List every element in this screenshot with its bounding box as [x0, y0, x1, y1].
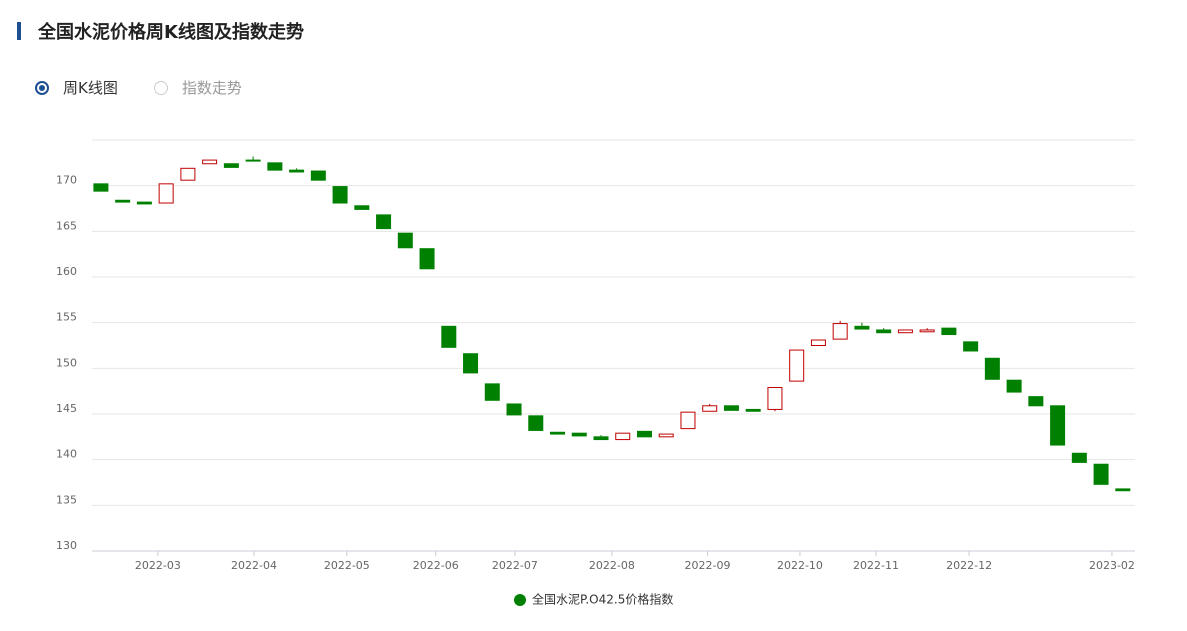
y-tick-label: 170 [56, 174, 77, 187]
candle-body [1071, 452, 1087, 463]
candle-body [354, 205, 370, 210]
candle-body [202, 159, 218, 165]
candle-body [963, 341, 979, 352]
tab[interactable]: 周K线图 [35, 77, 118, 98]
candle-body [1006, 379, 1022, 393]
candle-body [854, 325, 870, 330]
candle-body [419, 248, 435, 270]
candle-body [658, 433, 674, 438]
candle-body [789, 349, 805, 382]
tab[interactable]: 指数走势 [153, 77, 242, 98]
candle-body [745, 408, 761, 412]
x-tick-label: 2022-07 [492, 559, 538, 572]
candle-body [984, 357, 1000, 380]
radio[interactable] [153, 80, 168, 95]
candle-body [941, 327, 957, 336]
candle-body [832, 323, 848, 340]
candle-body [550, 431, 566, 435]
candle-body [702, 405, 718, 412]
legend-swatch [514, 594, 526, 606]
candle-body [897, 329, 913, 334]
candle-body [223, 163, 239, 168]
candle-body [267, 162, 283, 171]
candle-body [636, 430, 652, 438]
header: 全国水泥价格周K线图及指数走势 [17, 20, 304, 43]
candle-body [136, 201, 152, 205]
candle-body [1115, 488, 1131, 492]
y-tick-label: 140 [56, 448, 77, 461]
y-tick-label: 165 [56, 219, 77, 232]
candle-body [615, 432, 631, 441]
candle-body [528, 415, 544, 431]
y-tick-label: 135 [56, 493, 77, 506]
candle-body [332, 186, 348, 204]
radio-selected[interactable] [35, 80, 49, 95]
x-tick-label: 2022-03 [135, 559, 181, 572]
candle-body [593, 436, 609, 441]
candle-body [180, 167, 196, 181]
legend-label: 全国水泥P.O42.5价格指数 [532, 592, 673, 607]
candle-body [376, 214, 392, 230]
x-tick-label: 2023-02 [1089, 559, 1135, 572]
candle-body [810, 339, 826, 346]
title-accent [17, 22, 21, 40]
candle-body [463, 353, 479, 374]
x-tick-label: 2022-09 [685, 559, 731, 572]
page-title: 全国水泥价格周K线图及指数走势 [38, 22, 304, 43]
candle-body [767, 387, 783, 410]
legend-item: 全国水泥P.O42.5价格指数 [514, 592, 673, 607]
candle-body [397, 232, 413, 249]
x-tick-label: 2022-04 [231, 559, 277, 572]
x-tick-label: 2022-12 [946, 559, 992, 572]
candle-body [245, 159, 261, 162]
tab-group: 周K线图 指数走势 [35, 77, 242, 98]
candle-body [506, 403, 522, 416]
candle-body [484, 383, 500, 401]
y-tick-label: 155 [56, 311, 77, 324]
candle-body [93, 183, 109, 192]
y-tick-label: 130 [56, 539, 77, 552]
y-tick-label: 145 [56, 402, 77, 415]
candle-body [441, 325, 457, 348]
x-tick-label: 2022-05 [324, 559, 370, 572]
candle-body [876, 329, 892, 334]
tab-label: 指数走势 [181, 79, 242, 97]
candle-body [919, 329, 935, 333]
y-tick-label: 150 [56, 356, 77, 369]
y-tick-label: 160 [56, 265, 77, 278]
candle-body [158, 183, 174, 204]
candle-body [571, 432, 587, 437]
x-tick-label: 2022-08 [589, 559, 635, 572]
candle-body [310, 170, 326, 181]
candle-body [289, 169, 305, 173]
x-tick-label: 2022-10 [777, 559, 823, 572]
tab-label: 周K线图 [63, 79, 118, 97]
candle-body [1093, 463, 1109, 485]
candle-body [1050, 405, 1066, 446]
candle-body [680, 411, 696, 430]
x-tick-label: 2022-06 [413, 559, 459, 572]
candle-body [723, 405, 739, 411]
candle-body [1028, 396, 1044, 407]
x-tick-label: 2022-11 [853, 559, 899, 572]
candle-body [115, 199, 131, 203]
